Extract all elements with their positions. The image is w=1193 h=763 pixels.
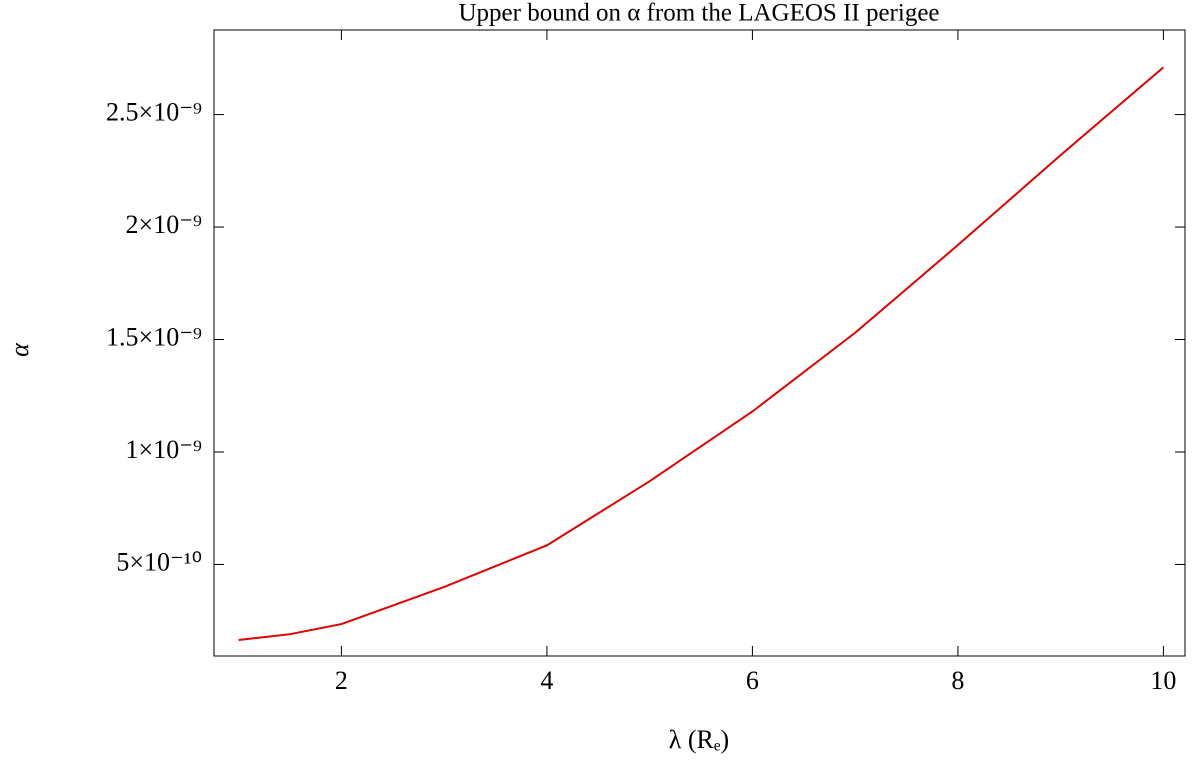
plot-frame xyxy=(213,29,1186,657)
x-tick-label: 10 xyxy=(1150,666,1176,695)
x-axis-label: λ (Rₑ) xyxy=(669,725,729,754)
chart-title: Upper bound on α from the LAGEOS II peri… xyxy=(458,0,939,27)
x-tick-label: 4 xyxy=(540,666,553,695)
x-tick-label: 2 xyxy=(335,666,348,695)
y-tick-label: 2.5×10⁻⁹ xyxy=(106,98,202,127)
y-tick-label: 1.5×10⁻⁹ xyxy=(106,322,202,351)
y-tick-label: 5×10⁻¹⁰ xyxy=(116,547,202,576)
y-tick-label: 2×10⁻⁹ xyxy=(126,210,202,239)
x-tick-label: 8 xyxy=(951,666,964,695)
data-line xyxy=(238,66,1165,642)
x-tick-label: 6 xyxy=(746,666,759,695)
y-axis-label: α xyxy=(5,342,34,357)
y-tick-label: 1×10⁻⁹ xyxy=(126,435,202,464)
